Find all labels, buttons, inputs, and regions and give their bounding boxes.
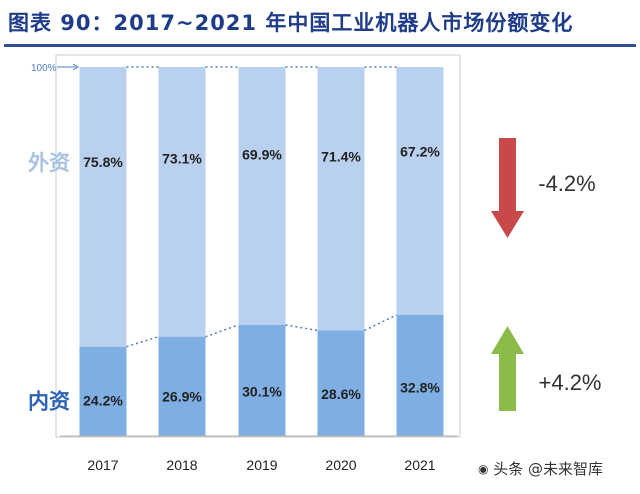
label-foreign-2021: 67.2% xyxy=(400,143,440,159)
y-tick-arrow-head xyxy=(72,63,79,71)
title-divider xyxy=(4,44,636,47)
legend-foreign: 外资 xyxy=(28,151,70,175)
label-domestic-2021: 32.8% xyxy=(400,380,440,396)
change-label-domestic: +4.2% xyxy=(539,370,602,395)
label-domestic-2019: 30.1% xyxy=(242,384,282,400)
x-tick-2021: 2021 xyxy=(404,457,435,473)
label-foreign-2017: 75.8% xyxy=(83,154,123,170)
bar-foreign-2019 xyxy=(238,67,286,325)
bar-domestic-2018 xyxy=(158,336,206,436)
bar-foreign-2020 xyxy=(317,67,365,331)
bar-foreign-2021 xyxy=(396,67,444,315)
legend-domestic: 内资 xyxy=(28,389,70,413)
watermark-text: 头条 @未来智库 xyxy=(493,460,604,478)
label-domestic-2017: 24.2% xyxy=(83,392,123,408)
label-domestic-2020: 28.6% xyxy=(321,386,361,402)
bar-domestic-2019 xyxy=(238,324,286,436)
connector-domestic-2 xyxy=(285,324,318,332)
bar-domestic-2021 xyxy=(396,314,444,436)
arrow-up-icon xyxy=(491,326,524,411)
x-tick-2020: 2020 xyxy=(325,457,356,473)
bar-domestic-2017 xyxy=(79,346,127,436)
x-tick-2019: 2019 xyxy=(246,457,277,473)
bar-domestic-2020 xyxy=(317,330,365,436)
watermark: ◉ 头条 @未来智库 xyxy=(478,458,603,479)
camera-icon: ◉ xyxy=(478,462,489,476)
plot-frame xyxy=(55,54,461,438)
market-share-chart: 100% 75.8% 24.2% 2017 73.1% 26.9% 2018 69.9% 30.… xyxy=(28,54,602,473)
connector-domestic-3 xyxy=(364,314,397,332)
connector-domestic-0 xyxy=(126,336,159,348)
label-domestic-2018: 26.9% xyxy=(162,388,202,404)
label-foreign-2019: 69.9% xyxy=(242,147,282,163)
y-tick-label: 100% xyxy=(31,63,57,74)
bar-foreign-2017 xyxy=(79,67,127,347)
label-foreign-2020: 71.4% xyxy=(321,149,361,165)
arrow-down-icon xyxy=(491,138,524,238)
label-foreign-2018: 73.1% xyxy=(162,151,202,167)
bar-foreign-2018 xyxy=(158,67,206,337)
x-tick-2018: 2018 xyxy=(166,457,197,473)
page-title: 图表 90：2017~2021 年中国工业机器人市场份额变化 xyxy=(8,11,574,35)
x-tick-2017: 2017 xyxy=(87,457,118,473)
connector-domestic-1 xyxy=(205,324,239,338)
change-label-foreign: -4.2% xyxy=(538,171,595,196)
